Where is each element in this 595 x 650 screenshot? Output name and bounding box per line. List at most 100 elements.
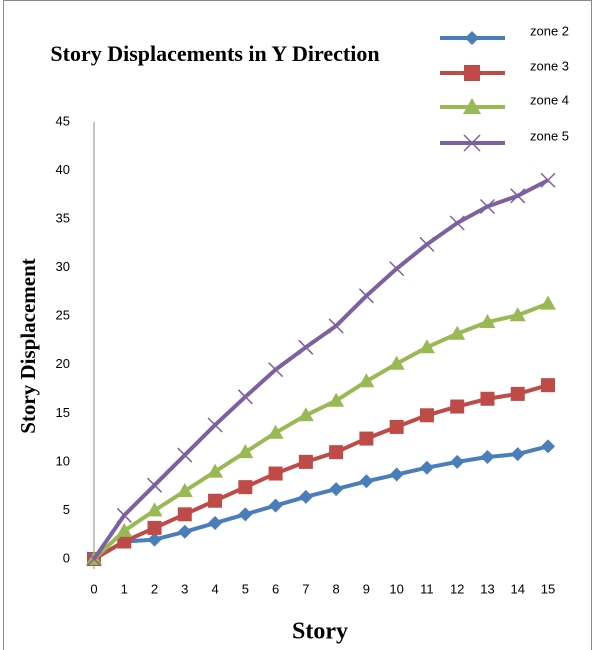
- legend-marker: [463, 98, 481, 114]
- x-tick-label: 0: [90, 581, 97, 596]
- y-tick-label: 10: [56, 453, 70, 468]
- marker: [267, 424, 284, 439]
- marker: [298, 339, 314, 355]
- x-tick-label: 5: [242, 581, 249, 596]
- x-tick-label: 6: [272, 581, 279, 596]
- legend-marker: [463, 134, 481, 152]
- marker: [388, 355, 405, 370]
- x-tick-label: 2: [151, 581, 158, 596]
- x-tick-label: 12: [450, 581, 464, 596]
- y-tick-label: 15: [56, 405, 70, 420]
- x-tick-label: 8: [333, 581, 340, 596]
- marker: [510, 386, 525, 401]
- chart-border: [3, 0, 592, 650]
- marker: [389, 261, 405, 277]
- marker: [389, 419, 404, 434]
- marker: [358, 373, 375, 388]
- x-tick-label: 15: [541, 581, 555, 596]
- marker: [116, 507, 132, 523]
- marker: [147, 477, 163, 493]
- marker: [177, 507, 192, 522]
- line: [92, 444, 549, 561]
- marker: [419, 408, 434, 423]
- x-tick-label: 11: [420, 581, 434, 596]
- y-tick-label: 40: [56, 162, 70, 177]
- marker: [329, 445, 344, 460]
- marker: [177, 524, 192, 539]
- y-tick-label: 30: [56, 259, 70, 274]
- y-tick-label: 0: [63, 550, 70, 565]
- marker: [177, 447, 193, 463]
- marker: [540, 172, 556, 188]
- marker: [329, 482, 344, 497]
- marker: [450, 399, 465, 414]
- marker: [147, 520, 162, 535]
- line: [92, 383, 549, 561]
- marker: [147, 532, 162, 547]
- marker: [541, 439, 555, 454]
- y-tick-label: 35: [56, 211, 70, 226]
- marker: [540, 295, 556, 310]
- legend-label: zone 4: [530, 92, 569, 107]
- marker: [237, 389, 253, 405]
- marker: [146, 502, 163, 517]
- marker: [208, 493, 223, 508]
- x-tick-label: 9: [363, 581, 370, 596]
- marker: [328, 318, 344, 334]
- legend-marker: [465, 31, 479, 45]
- marker: [297, 407, 314, 422]
- marker: [419, 460, 434, 475]
- marker: [268, 498, 283, 513]
- x-tick-label: 14: [510, 581, 524, 596]
- marker: [510, 447, 525, 462]
- marker: [298, 454, 313, 469]
- x-tick-label: 4: [211, 581, 218, 596]
- marker: [541, 378, 555, 393]
- x-tick-label: 7: [302, 581, 309, 596]
- legend-label: zone 3: [530, 58, 569, 73]
- legend-label: zone 5: [530, 128, 569, 143]
- legend-label: zone 2: [530, 23, 569, 38]
- marker: [86, 551, 102, 567]
- marker: [359, 474, 374, 489]
- marker: [298, 489, 313, 504]
- marker: [268, 362, 284, 378]
- x-tick-label: 1: [121, 581, 128, 596]
- y-tick-label: 25: [56, 308, 70, 323]
- marker: [479, 198, 495, 215]
- marker: [389, 467, 404, 482]
- y-tick-label: 45: [56, 113, 70, 128]
- line: [92, 178, 549, 561]
- marker: [207, 463, 224, 478]
- marker: [358, 288, 374, 304]
- chart-title: Story Displacements in Y Direction: [50, 41, 379, 66]
- marker: [480, 391, 495, 406]
- marker: [117, 534, 132, 549]
- y-axis-label: Story Displacement: [16, 258, 40, 434]
- marker: [480, 450, 495, 465]
- marker: [238, 507, 253, 522]
- line: [92, 301, 549, 561]
- y-tick-label: 5: [63, 502, 70, 517]
- marker: [419, 236, 435, 252]
- marker: [509, 307, 526, 322]
- x-axis-label: Story: [292, 619, 348, 645]
- marker: [176, 483, 193, 498]
- x-tick-label: 3: [181, 581, 188, 596]
- marker: [359, 431, 374, 446]
- marker: [510, 188, 526, 204]
- x-tick-label: 13: [480, 581, 494, 596]
- marker: [238, 480, 253, 495]
- x-tick-label: 10: [389, 581, 403, 596]
- marker: [479, 314, 496, 329]
- marker: [268, 466, 283, 481]
- marker: [207, 417, 223, 433]
- y-tick-label: 20: [56, 356, 70, 371]
- marker: [116, 522, 133, 537]
- marker: [450, 454, 465, 469]
- marker: [208, 516, 223, 531]
- marker: [449, 325, 466, 340]
- marker: [449, 215, 465, 231]
- marker: [237, 444, 254, 459]
